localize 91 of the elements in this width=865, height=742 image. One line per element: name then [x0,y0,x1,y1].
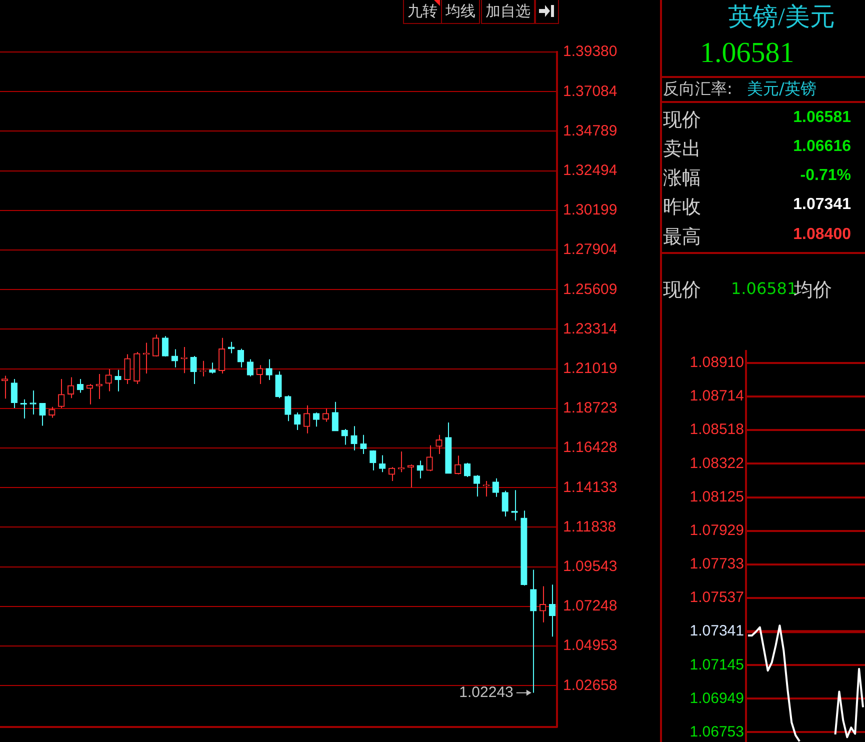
candlestick [152,334,160,358]
y-tick-label: 1.06949 [690,690,744,707]
y-tick-label: 1.07537 [690,589,744,606]
candlestick [322,408,330,422]
candlestick [275,370,282,399]
candlestick [548,584,556,638]
text: 1.08400 [793,226,851,244]
y-tick-label: 1.08518 [690,421,744,438]
candlestick [284,394,292,422]
candlestick [473,474,480,497]
text: 1.06581 [793,109,851,127]
text: 九转 [403,0,442,24]
text: 现价 [663,108,701,133]
y-tick-label: 1.08714 [690,388,744,405]
y-tick-label: 1.09543 [563,558,618,575]
text: 反向汇率: [663,79,732,100]
y-tick-label: 1.08125 [690,488,744,506]
candlestick [303,404,310,434]
y-tick-label: 1.37084 [563,82,618,100]
candlestick [454,455,462,475]
candlestick [360,434,367,455]
candlestick [162,336,169,358]
y-tick-label: 1.21019 [563,360,618,377]
y-tick-label: 1.32494 [563,162,618,179]
y-tick-label: 1.30199 [563,202,618,219]
candlestick [492,478,499,498]
candlestick [332,401,338,432]
y-tick-label: 1.07929 [690,522,744,540]
candlestick [190,356,197,384]
y-tick-label: 1.08322 [690,454,744,472]
candlestick [379,454,386,473]
candlestick [48,406,56,418]
y-tick-label: 1.07733 [690,556,744,573]
candlestick [350,426,358,451]
y-tick-label: 1.08910 [690,354,744,372]
candlestick [312,412,320,428]
candlestick [200,360,206,377]
annotation: 1.02243 [459,684,514,701]
y-tick-label: 1.02658 [563,676,618,694]
y-tick-label: 1.07341 [690,622,744,640]
candlestick [76,378,84,394]
candlestick [67,376,74,399]
candlestick [39,402,46,426]
candlestick [436,434,442,455]
y-tick-label: 1.14133 [563,478,618,496]
candlestick [105,368,112,392]
y-tick-label: 1.06753 [690,723,744,740]
text: 1.06581 [700,37,794,70]
y-tick-label: 1.04953 [563,637,618,654]
text: 卖出 [663,137,701,162]
y-tick-label: 1.07145 [690,656,744,674]
candlestick [464,462,471,478]
candlestick [540,586,546,623]
y-tick-label: 1.34789 [563,122,618,140]
text: 最高 [663,225,701,250]
candlestick [416,460,424,479]
y-tick-label: 1.27904 [563,241,618,258]
candlestick [10,378,18,408]
text: 涨幅 [663,166,701,191]
text: 现价 [663,278,701,303]
candlestick [246,358,254,377]
y-tick-label: 1.11838 [563,518,616,536]
candlestick [482,480,490,497]
text: -0.71% [800,167,851,185]
candlestick [124,354,131,384]
text: 英镑/美元 [728,2,835,33]
candlestick [58,378,65,408]
candlestick [530,569,537,694]
candlestick [86,383,94,405]
y-tick-label: 1.39380 [563,43,618,60]
candlestick [266,358,272,381]
text: 1.06616 [793,138,851,156]
y-tick-label: 1.18723 [563,400,618,417]
candlestick [114,369,122,392]
text: 昨收 [663,195,701,220]
text: 1.07341 [793,196,851,214]
y-tick-label: 1.25609 [563,280,618,298]
candlestick [237,348,244,368]
candlestick [426,444,433,472]
y-tick-label: 1.23314 [563,320,618,338]
candlestick [370,450,376,471]
text: 均线 [441,0,480,24]
candlestick [218,337,226,374]
candlestick [30,390,36,416]
y-tick-label: 1.16428 [563,439,618,456]
candlestick [171,348,178,368]
text: 加自选 [481,0,535,24]
candlestick [256,364,263,384]
text: 美元/英镑 [747,79,816,100]
candlestick [502,490,508,517]
y-tick-label: 1.07248 [563,598,618,615]
